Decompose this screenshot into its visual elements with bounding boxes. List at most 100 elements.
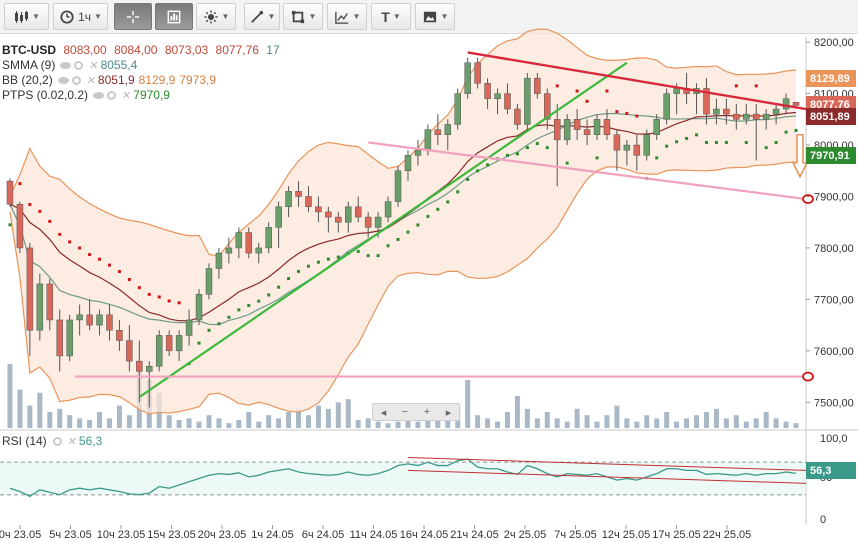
candle-body	[345, 206, 352, 223]
volume-bar	[664, 412, 670, 428]
candle-body	[126, 340, 133, 362]
volume-bar	[554, 418, 560, 428]
chart-frame-icon	[167, 10, 181, 23]
ptps-dot	[665, 144, 669, 148]
candle-body	[593, 119, 601, 135]
eye-icon[interactable]	[57, 77, 69, 84]
candle-body	[633, 144, 641, 156]
ptps-dot	[267, 293, 271, 297]
close-icon[interactable]: ✕	[85, 75, 95, 87]
scroll-right-button[interactable]: ▸	[445, 406, 452, 419]
image-button[interactable]: ▼	[415, 3, 455, 30]
candle-body	[643, 134, 651, 156]
gear-icon[interactable]	[107, 91, 117, 100]
candle-body	[46, 283, 54, 321]
bb-label: BB (20,2)	[2, 73, 53, 87]
ptps-dot	[575, 89, 579, 93]
time-tick-label: 22ч 25.05	[703, 529, 752, 541]
chevron-down-icon: ▼	[440, 12, 449, 21]
ptps-dot	[744, 140, 748, 144]
volume-bar	[365, 418, 371, 428]
eye-icon[interactable]	[60, 62, 72, 69]
candle-body	[653, 119, 660, 135]
volume-bar	[793, 423, 799, 428]
volume-bar	[564, 421, 570, 428]
chart-frame-button[interactable]	[155, 3, 193, 30]
candle-body	[772, 108, 780, 115]
candle-body	[16, 203, 24, 249]
ptps-dot	[316, 260, 320, 264]
volume-bar	[355, 420, 361, 428]
candle-body	[96, 314, 103, 326]
ptps-dot	[466, 178, 470, 182]
price-tick-label: 7600,00	[814, 346, 854, 358]
line-handle	[802, 371, 814, 382]
candle-body	[225, 247, 233, 254]
timeframe-label: 1ч	[78, 9, 91, 24]
candle-body	[295, 191, 302, 197]
candle-body	[782, 98, 790, 110]
line-handle	[802, 194, 814, 204]
scroll-left-button[interactable]: ◂	[380, 406, 387, 419]
bollinger-upper-line	[9, 28, 797, 257]
indicators-button[interactable]: ▼	[196, 3, 236, 30]
text-tool-button[interactable]: T ▼	[371, 3, 411, 30]
volume-bar	[465, 380, 471, 428]
open-value: 8083,00	[63, 43, 107, 57]
gear-icon[interactable]	[74, 61, 84, 70]
candle-body	[106, 314, 113, 331]
candle-body	[673, 88, 680, 94]
candle-body	[285, 191, 292, 208]
ptps-dot	[476, 169, 480, 173]
volume-bar	[733, 415, 739, 428]
candle-body	[454, 93, 461, 125]
bb-mid-badge: 8051,89	[806, 108, 856, 125]
green-trendline	[138, 61, 628, 399]
volume-bar	[106, 418, 112, 428]
close-icon[interactable]: ✕	[66, 436, 76, 448]
volume-bar	[674, 421, 680, 428]
volume-bar	[226, 423, 232, 428]
volume-bar	[206, 415, 212, 428]
crosshair-button[interactable]	[114, 3, 152, 30]
ptps-dot	[137, 286, 141, 290]
gear-icon[interactable]	[71, 76, 81, 85]
timeframe-button[interactable]: 1ч ▼	[53, 3, 108, 30]
shapes-button[interactable]: ▼	[283, 3, 323, 30]
volume-bar	[256, 421, 262, 428]
time-tick-label: 17ч 25.05	[652, 529, 701, 541]
ptps-dot	[366, 254, 370, 258]
ptps-dot	[8, 223, 12, 227]
draw-line-button[interactable]: ▼	[244, 3, 280, 30]
volume-bar	[524, 408, 530, 428]
ptps-label: PTPS (0.02,0.2)	[2, 88, 89, 102]
ptps-dot	[704, 140, 708, 144]
trend-tools-button[interactable]: ▼	[327, 3, 367, 30]
close-icon[interactable]: ✕	[88, 60, 98, 72]
volume-value: 17	[266, 43, 280, 57]
gear-icon[interactable]	[52, 437, 62, 446]
image-icon	[423, 11, 436, 22]
bb-mid-value: 8051,9	[97, 73, 135, 87]
ptps-dot	[505, 153, 509, 157]
ohlc-legend: BTC-USD 8083,00 8084,00 8073,03 8077,76 …	[2, 43, 284, 58]
candle-body	[524, 77, 531, 125]
ptps-dot	[287, 277, 291, 281]
candle-body	[743, 113, 750, 120]
ptps-dot	[277, 285, 281, 289]
ptps-dot	[635, 114, 639, 118]
chart-type-button[interactable]: ▼	[4, 3, 49, 30]
zoom-in-button[interactable]: +	[423, 406, 431, 418]
close-icon[interactable]: ✕	[121, 90, 131, 102]
eye-icon[interactable]	[93, 92, 105, 99]
volume-bar	[544, 412, 550, 428]
ptps-dot	[167, 299, 171, 303]
candle-body	[713, 108, 720, 115]
volume-bar	[614, 405, 620, 428]
volume-bar	[574, 408, 580, 428]
candle-body	[394, 170, 402, 202]
volume-bar	[57, 408, 63, 428]
rsi-value: 56,3	[78, 434, 103, 448]
zoom-out-button[interactable]: −	[401, 406, 409, 418]
